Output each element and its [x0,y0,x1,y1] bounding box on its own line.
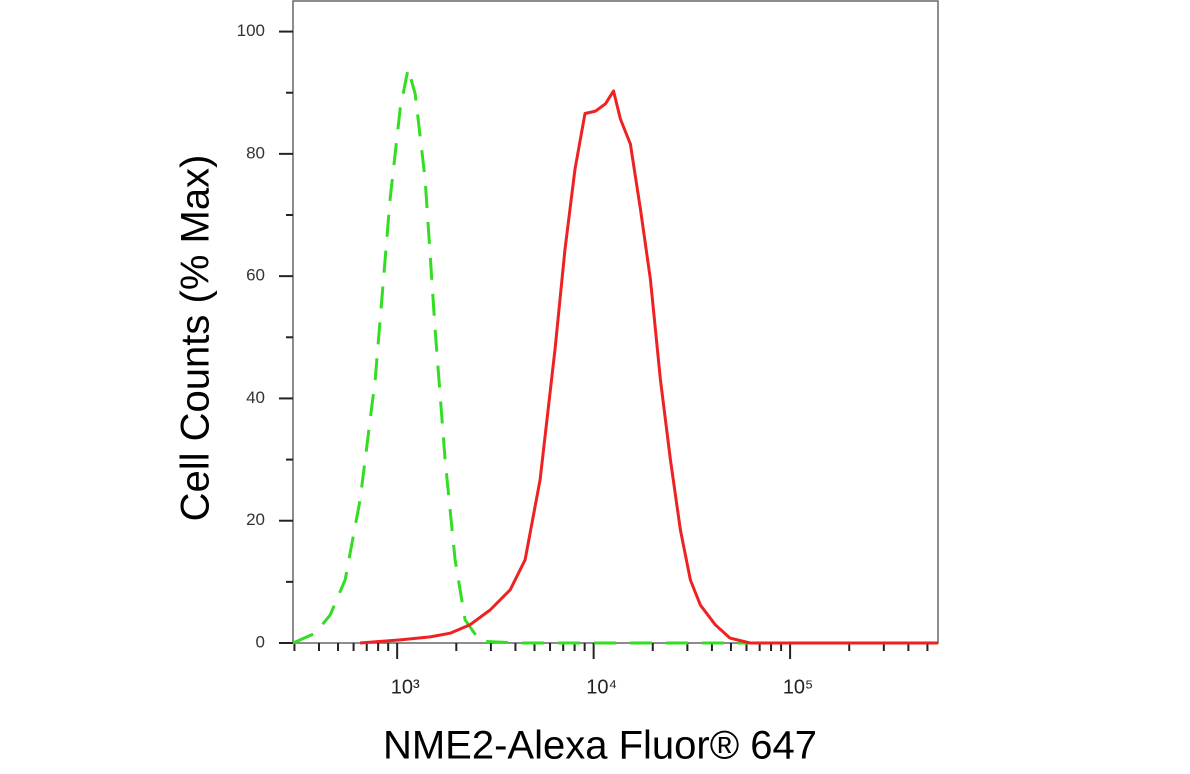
y-tick-label: 20 [246,510,265,529]
y-tick-label: 100 [237,21,265,40]
y-axis-label: Cell Counts (% Max) [174,155,218,522]
x-tick-label: 10⁵ [783,676,814,698]
y-tick-label: 60 [246,266,265,285]
y-tick-label: 40 [246,388,265,407]
x-axis-label: NME2-Alexa Fluor® 647 [383,724,817,768]
histogram-line [292,67,938,645]
y-tick-label: 0 [256,632,265,651]
y-tick-label: 80 [246,143,265,162]
x-tick-label: 10³ [391,676,420,698]
x-tick-label: 10⁴ [586,676,617,698]
histogram-line [359,89,938,645]
